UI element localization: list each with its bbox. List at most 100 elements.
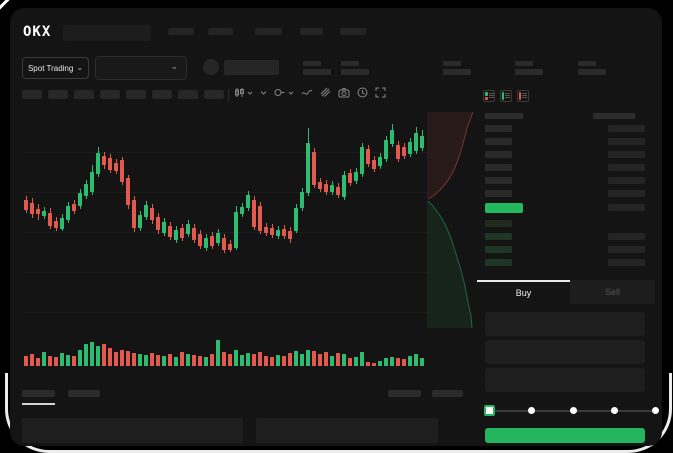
candle-body	[240, 207, 244, 214]
bottom-tab[interactable]	[68, 390, 100, 397]
candle-body	[252, 200, 256, 227]
timeframe-button[interactable]	[126, 90, 146, 99]
candle-body	[420, 136, 424, 148]
orderbook-both-view-icon[interactable]	[483, 90, 495, 102]
candle-body	[48, 213, 52, 226]
volume-bar	[54, 357, 58, 366]
tab-buy[interactable]: Buy	[477, 282, 570, 304]
total-input[interactable]	[485, 368, 645, 392]
timeframe-button[interactable]	[100, 90, 120, 99]
price-input[interactable]	[485, 312, 645, 336]
orderbook-asks-view-icon[interactable]	[517, 90, 529, 102]
bid-row-amount	[608, 246, 645, 253]
candle-body	[42, 211, 46, 216]
candle-body	[372, 160, 376, 169]
slider-stop-75[interactable]	[611, 407, 618, 414]
candlestick-chart[interactable]	[24, 110, 428, 370]
volume-bar	[378, 361, 382, 366]
market-type-dropdown[interactable]: Spot Trading ⌄	[22, 57, 89, 79]
bottom-tab-active[interactable]	[22, 390, 55, 397]
volume-bar	[48, 356, 52, 366]
candle-body	[258, 206, 262, 231]
nav-item-placeholder[interactable]	[300, 28, 323, 35]
amount-slider-handle[interactable]	[484, 405, 495, 416]
ask-row-amount	[608, 177, 645, 184]
candle-body	[198, 234, 202, 246]
fullscreen-icon[interactable]	[375, 87, 386, 98]
candle-body	[204, 238, 208, 248]
buy-submit-button[interactable]	[485, 428, 645, 443]
bid-row[interactable]	[485, 233, 512, 240]
candle-body	[378, 157, 382, 166]
ask-row[interactable]	[485, 138, 512, 145]
nav-item-placeholder[interactable]	[168, 28, 194, 35]
slider-stop-25[interactable]	[528, 407, 535, 414]
volume-bar	[366, 362, 370, 366]
compare-layers-icon[interactable]	[320, 87, 331, 98]
candle-body	[414, 133, 418, 151]
volume-bar	[66, 355, 70, 366]
orderbook-bids-view-icon[interactable]	[500, 90, 512, 102]
pair-name-placeholder	[224, 60, 279, 75]
candle-body	[30, 203, 34, 214]
search-input[interactable]	[63, 25, 151, 41]
tab-sell[interactable]: Sell	[570, 280, 655, 304]
candle-body	[24, 200, 28, 210]
history-clock-icon[interactable]	[357, 87, 368, 98]
candle-body	[96, 153, 100, 174]
volume-bar	[234, 350, 238, 366]
volume-bar	[144, 355, 148, 366]
slider-stop-100[interactable]	[652, 407, 659, 414]
volume-bar	[198, 356, 202, 366]
chart-toolbar	[234, 87, 386, 98]
candle-body	[84, 184, 88, 196]
candle-body	[294, 208, 298, 231]
volume-bar	[120, 350, 124, 366]
volume-bar	[138, 354, 142, 366]
timeframe-button[interactable]	[74, 90, 94, 99]
bid-row[interactable]	[485, 220, 512, 227]
orderbook-last-price[interactable]	[485, 203, 523, 213]
candle-body	[156, 217, 160, 230]
volume-bar	[288, 353, 292, 366]
candle-body	[300, 192, 304, 208]
timeframe-button[interactable]	[152, 90, 172, 99]
nav-item-placeholder[interactable]	[255, 28, 282, 35]
ask-row[interactable]	[485, 177, 512, 184]
timeframe-button[interactable]	[48, 90, 68, 99]
pair-selector-dropdown[interactable]: ⌄	[95, 56, 187, 80]
ask-row[interactable]	[485, 151, 512, 158]
order-history-panel	[256, 418, 438, 443]
bid-row[interactable]	[485, 259, 512, 266]
volume-bar	[294, 351, 298, 366]
slider-stop-50[interactable]	[570, 407, 577, 414]
bottom-action-placeholder[interactable]	[432, 390, 463, 397]
candle-body	[264, 227, 268, 233]
okx-trading-app: OKX Spot Trading ⌄ ⌄	[10, 8, 662, 446]
bid-row-amount	[608, 259, 645, 266]
volume-bar	[150, 353, 154, 366]
indicators-icon[interactable]	[274, 87, 294, 98]
nav-item-placeholder[interactable]	[340, 28, 366, 35]
ask-row[interactable]	[485, 190, 512, 197]
volume-bar	[390, 357, 394, 366]
ticker-stat	[341, 61, 371, 75]
volume-bar	[252, 354, 256, 366]
candle-body	[276, 230, 280, 236]
candle-body	[354, 172, 358, 181]
drawing-line-icon[interactable]	[301, 88, 313, 98]
okx-logo[interactable]: OKX	[23, 24, 52, 40]
volume-bar	[300, 354, 304, 366]
chevron-down-icon[interactable]	[260, 89, 267, 96]
timeframe-button[interactable]	[178, 90, 198, 99]
candle-style-icon[interactable]	[234, 87, 253, 98]
bid-row[interactable]	[485, 246, 512, 253]
ask-row[interactable]	[485, 164, 512, 171]
amount-input[interactable]	[485, 340, 645, 364]
timeframe-button[interactable]	[22, 90, 42, 99]
bottom-action-placeholder[interactable]	[388, 390, 421, 397]
timeframe-button[interactable]	[204, 90, 224, 99]
ask-row[interactable]	[485, 125, 512, 132]
nav-item-placeholder[interactable]	[208, 28, 233, 35]
camera-icon[interactable]	[338, 87, 350, 98]
